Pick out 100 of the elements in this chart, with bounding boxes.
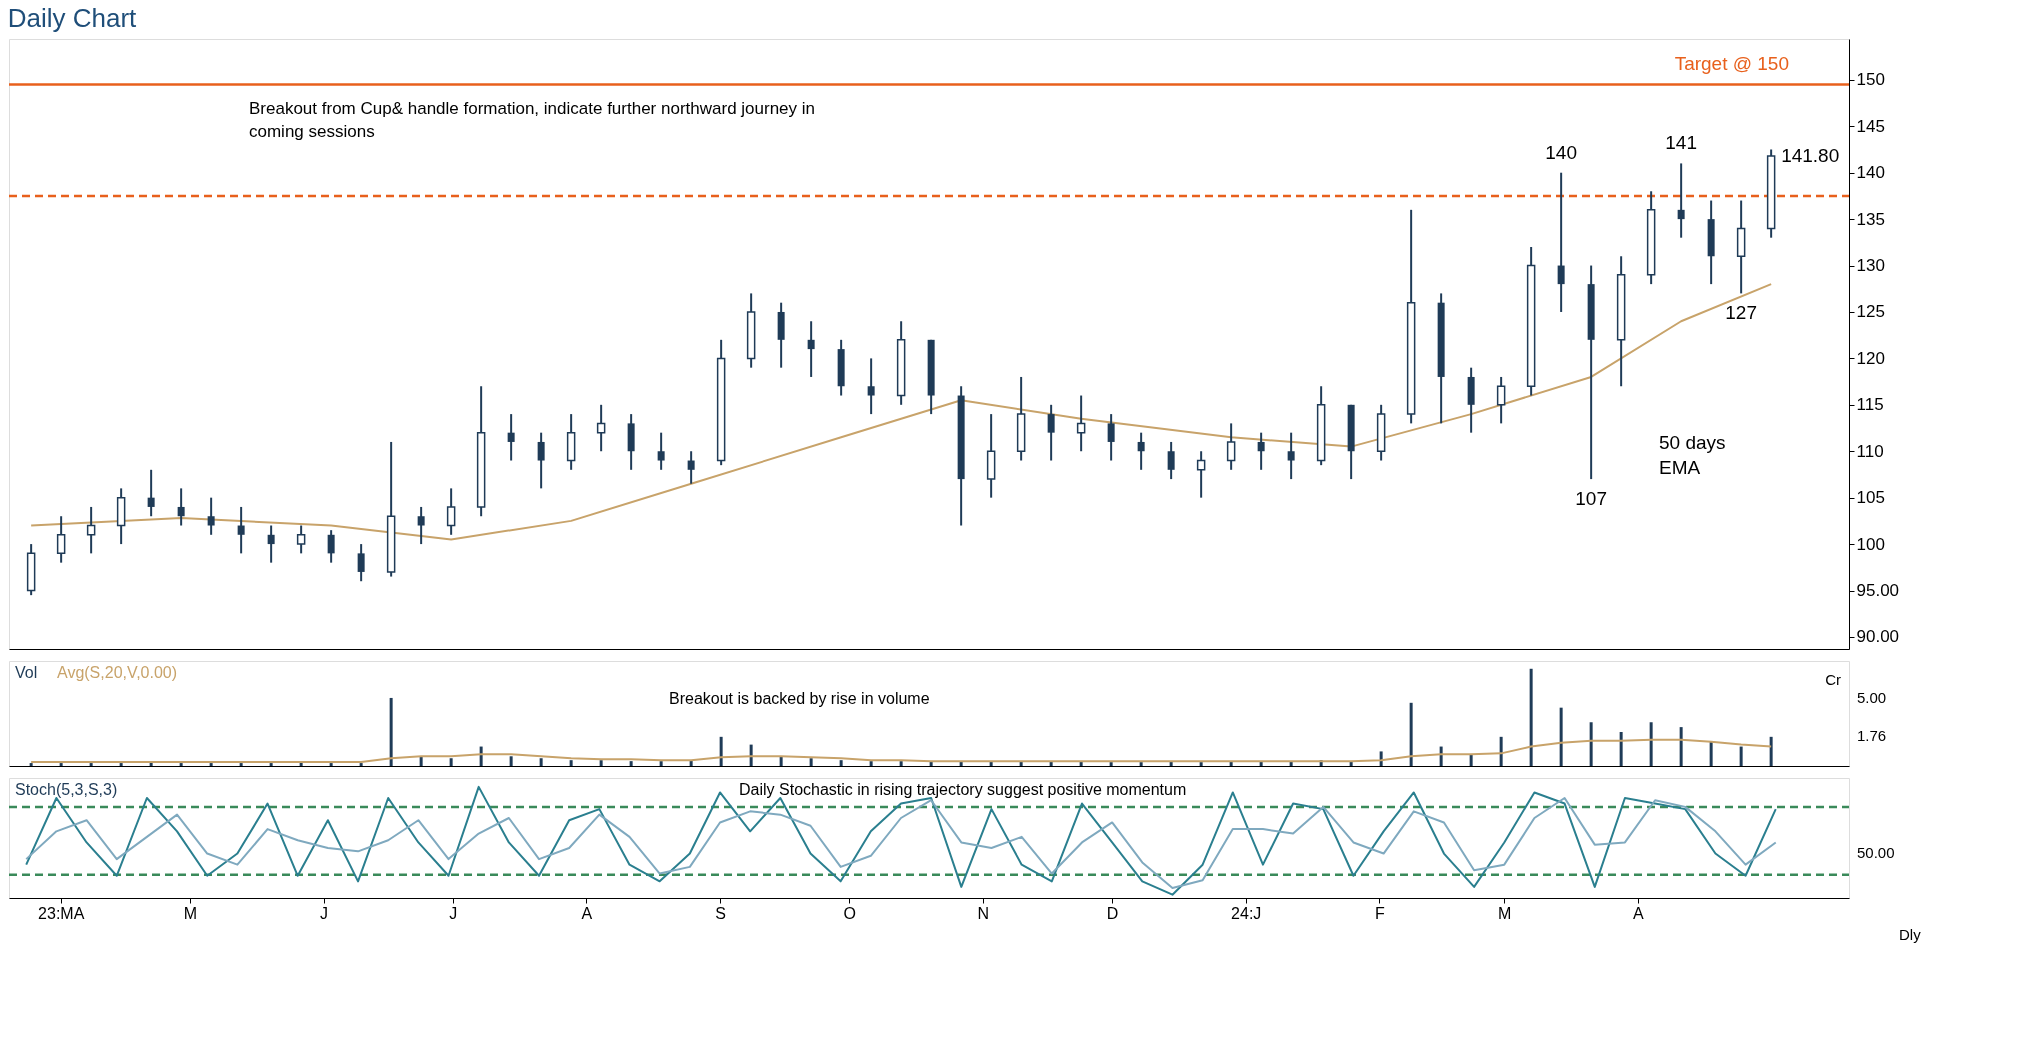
candlestick: [1107, 413, 1115, 462]
text: 5.00: [1857, 689, 1887, 706]
candlestick: [687, 450, 695, 485]
candlestick: [417, 505, 425, 546]
candlestick: [357, 543, 365, 583]
text: 1.76: [1857, 727, 1887, 744]
bar: [1679, 727, 1683, 766]
x-tick-label: A: [581, 904, 593, 922]
bar: [389, 697, 393, 766]
y-tick-label: 105: [1856, 488, 1885, 508]
candlestick: [1196, 450, 1206, 499]
candlestick: [1076, 394, 1086, 453]
bar: [779, 756, 783, 766]
bar: [449, 758, 453, 766]
bar: [809, 758, 813, 766]
candlestick: [86, 505, 96, 555]
bar: [329, 763, 333, 766]
y-tick-label: 100: [1856, 534, 1885, 554]
bar: [899, 761, 903, 766]
y-axis-title: Stoch(5,3,S,3): [15, 781, 118, 798]
candlestick: [537, 431, 545, 490]
bar: [539, 758, 543, 766]
annotation: Breakout is backed by rise in volume: [669, 690, 930, 707]
candlestick: [1226, 422, 1236, 471]
x-tick-label: 24:J: [1231, 904, 1262, 922]
bar: [1709, 741, 1713, 766]
candlestick: [327, 529, 335, 564]
annotation: 107: [1575, 488, 1607, 510]
bar: [59, 763, 63, 766]
bar: [1109, 762, 1113, 766]
bar: [1649, 722, 1653, 766]
annotation: Cr: [1825, 671, 1841, 688]
bar: [1589, 722, 1593, 766]
x-tick-label: O: [843, 904, 857, 922]
bar: [629, 761, 633, 766]
bar: [1559, 707, 1563, 766]
bar: [1739, 746, 1743, 766]
bar: [719, 736, 723, 766]
y-tick-label: 90.00: [1856, 627, 1900, 647]
candlestick: [296, 524, 306, 555]
bar: [209, 763, 213, 766]
candlestick: [1287, 431, 1295, 481]
x-tick-label: 23:MA: [38, 904, 85, 922]
candlestick: [657, 431, 665, 471]
bar: [509, 756, 513, 766]
bar: [659, 761, 663, 766]
bar: [1499, 736, 1503, 766]
y-tick-label: 110: [1856, 441, 1884, 461]
candlestick: [807, 320, 815, 378]
x-tick-label: J: [449, 904, 458, 922]
y-tick-label: 135: [1856, 209, 1885, 229]
y-tick-label: 130: [1856, 256, 1885, 276]
y-tick-label: 115: [1856, 395, 1884, 415]
annotation: Breakout from Cup& handle formation, indicate further northward journey in coming sessions: [249, 99, 816, 141]
annotation: 50 days EMA: [1659, 432, 1726, 478]
x-tick-label: J: [320, 904, 329, 922]
x-tick-label: M: [1498, 904, 1512, 922]
x-tick-label: D: [1106, 904, 1119, 922]
bar: [1409, 702, 1413, 766]
bar: [599, 760, 603, 766]
bar: [119, 763, 123, 766]
bar: [1469, 754, 1473, 766]
candlestick: [207, 496, 215, 536]
candlestick: [147, 468, 155, 518]
y-tick-label: 120: [1856, 348, 1885, 368]
ref-line-label: Target @ 150: [1674, 53, 1789, 75]
candlestick: [177, 487, 185, 527]
y-tick-label: 145: [1856, 116, 1885, 136]
annotation: Daily Stochastic in rising trajectory suggest positive momentum: [739, 781, 1187, 798]
annotation: 141: [1665, 132, 1697, 154]
candlestick: [596, 403, 606, 453]
chart-title: Daily Chart: [7, 3, 138, 34]
x-tick-label: M: [183, 904, 198, 922]
bar: [1139, 762, 1143, 766]
x-tick-label: A: [1633, 904, 1645, 922]
bar: [89, 763, 93, 766]
bar: [269, 763, 273, 766]
y-tick-label: 125: [1856, 302, 1885, 322]
bar: [179, 763, 183, 766]
bar: [1529, 668, 1533, 766]
line-series: [30, 283, 1773, 541]
annotation: 141.80: [1781, 144, 1840, 166]
annotation: 127: [1725, 302, 1757, 324]
candlestick: [446, 487, 456, 536]
bar: [1199, 762, 1203, 766]
bar: [839, 760, 843, 766]
y-tick-label: 140: [1856, 163, 1885, 183]
bar: [29, 763, 33, 766]
candlestick: [1047, 403, 1055, 462]
candlestick: [1137, 431, 1145, 471]
candlestick: [1496, 375, 1506, 425]
bar: [419, 756, 423, 766]
candlestick: [507, 413, 515, 462]
bar: [1769, 736, 1773, 766]
y-axis-title: Vol: [15, 664, 38, 681]
x-tick-label: F: [1374, 904, 1385, 922]
candlestick: [1167, 440, 1175, 481]
candlestick: [1557, 171, 1565, 313]
candlestick: [267, 524, 275, 564]
bar: [239, 763, 243, 766]
